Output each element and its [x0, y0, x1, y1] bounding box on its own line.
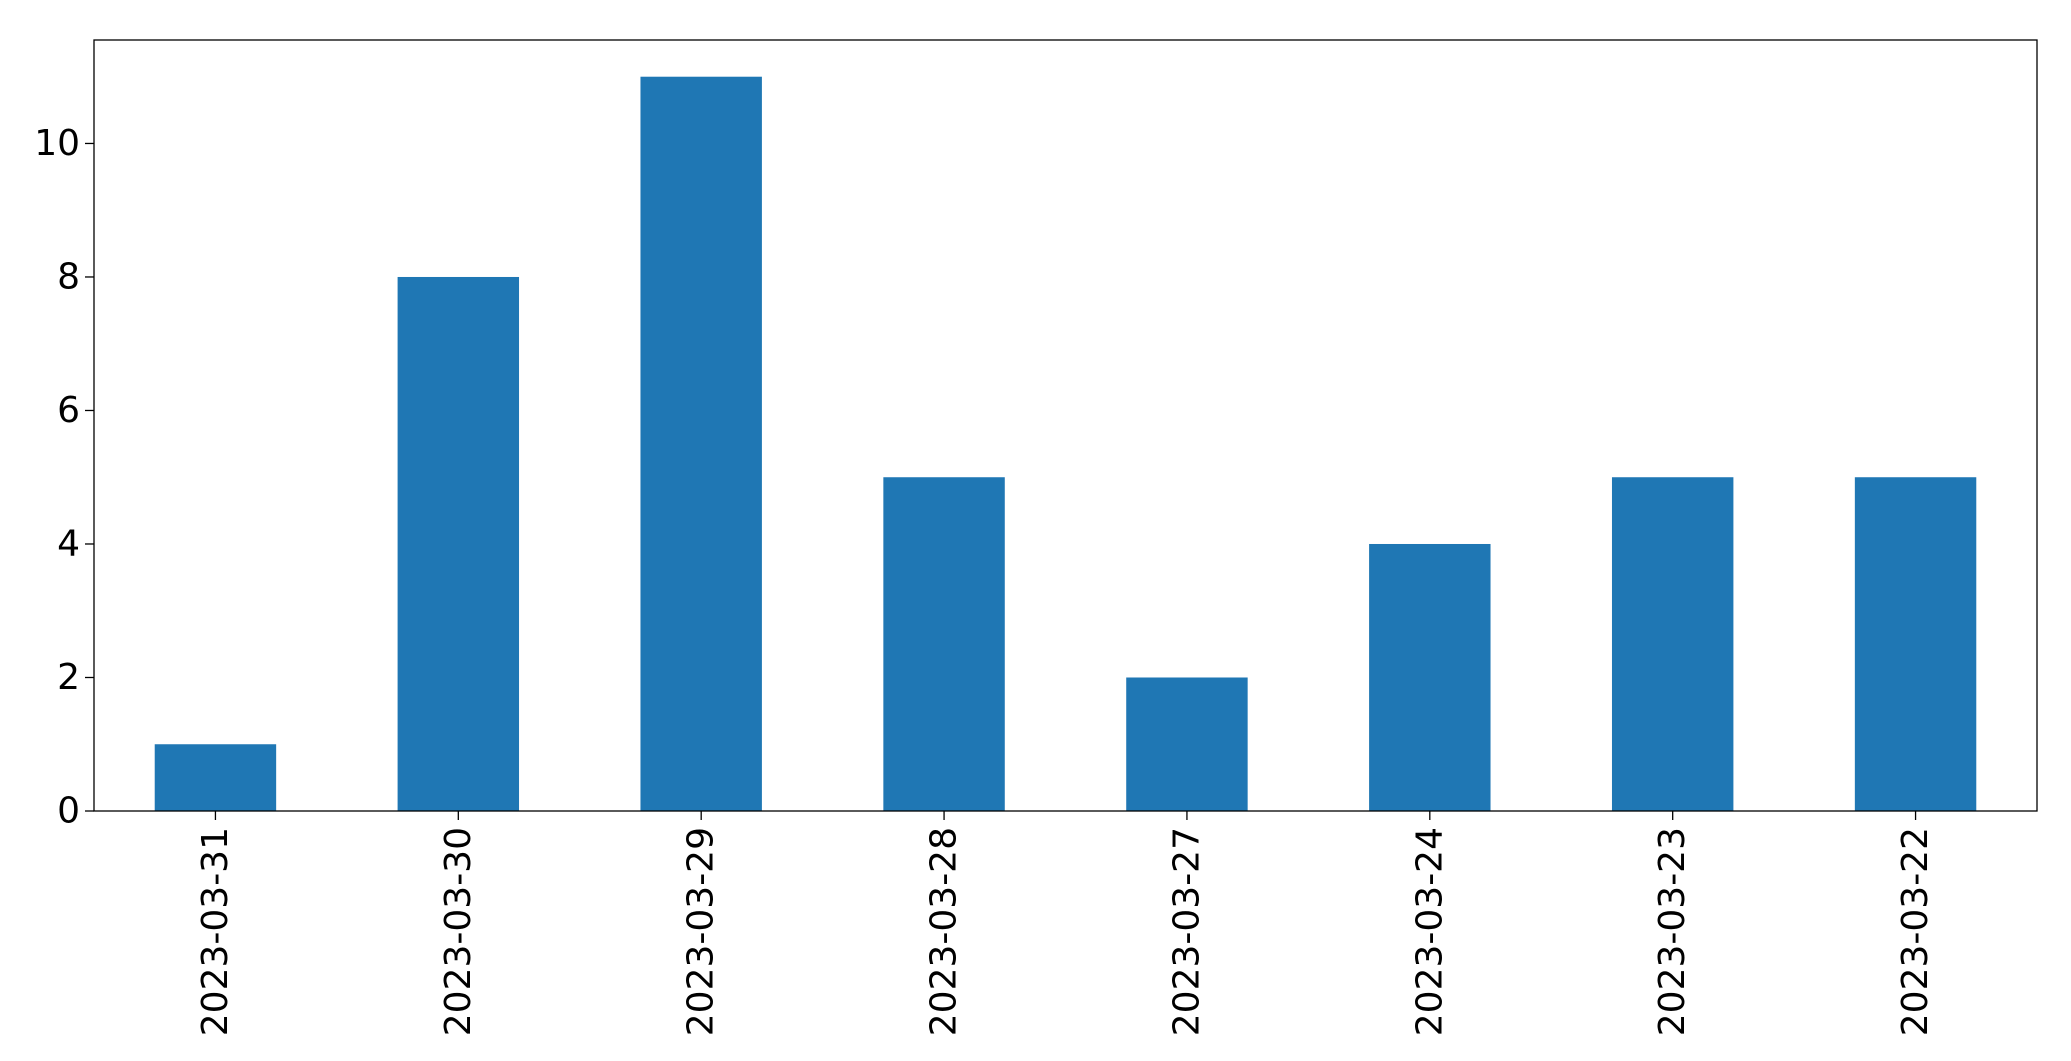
x-tick-label-2023-03-22: 2023-03-22 [1895, 827, 1936, 1036]
x-tick-label-2023-03-31: 2023-03-31 [195, 827, 236, 1036]
x-tick-label-2023-03-30: 2023-03-30 [438, 827, 479, 1036]
x-tick-label-2023-03-27: 2023-03-27 [1166, 827, 1207, 1036]
y-tick-label: 0 [57, 791, 80, 832]
bar-2023-03-29 [640, 76, 762, 811]
x-tick-label-2023-03-28: 2023-03-28 [924, 827, 965, 1036]
x-tick-label-2023-03-29: 2023-03-29 [681, 827, 722, 1036]
bar-2023-03-24 [1369, 543, 1491, 811]
bars-layer [154, 76, 1977, 812]
bar-2023-03-23 [1611, 477, 1734, 811]
bar-2023-03-22 [1854, 477, 1977, 811]
x-axis-ticks: 2023-03-31 2023-03-30 2023-03-29 2023-03-28… [195, 811, 1936, 1036]
y-tick-label: 10 [34, 123, 80, 164]
y-axis-ticks: 0 2 4 6 8 10 [34, 123, 94, 832]
y-tick-label: 2 [57, 657, 80, 698]
bar-2023-03-27 [1126, 677, 1248, 811]
y-tick-label: 6 [57, 390, 80, 431]
y-tick-label: 4 [57, 523, 80, 564]
x-tick-label-2023-03-23: 2023-03-23 [1652, 827, 1693, 1036]
axes-frame [93, 39, 2038, 812]
x-tick-label-2023-03-24: 2023-03-24 [1409, 827, 1450, 1036]
y-tick-label: 8 [57, 256, 80, 297]
bar-2023-03-30 [397, 276, 520, 812]
bar-2023-03-31 [154, 744, 277, 811]
bar-2023-03-28 [883, 477, 1005, 811]
